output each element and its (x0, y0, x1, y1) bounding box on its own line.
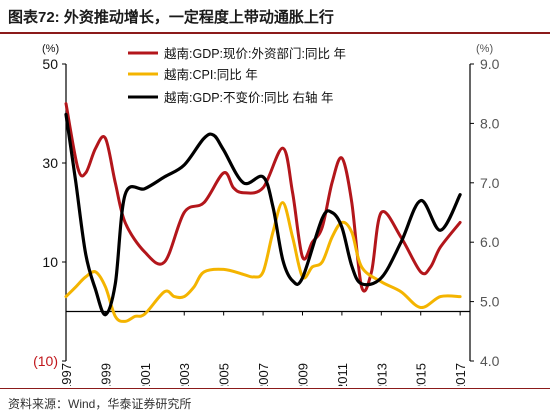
right-axis-tick-label: 9.0 (480, 56, 500, 72)
x-axis-tick-label: 2011 (335, 363, 350, 386)
series-line-real-gdp (64, 112, 462, 317)
left-axis-unit: (%) (42, 43, 59, 55)
x-axis-tick-label: 2017 (453, 363, 468, 386)
x-axis: 1997 1999 2001 2003 2005 2007 2009 2011 2013 2015… (59, 311, 468, 386)
right-axis-tick-label: 8.0 (480, 115, 500, 131)
x-axis-tick-label: 1997 (59, 363, 74, 386)
x-axis-tick-label: 1999 (98, 363, 113, 386)
series-layer (64, 102, 462, 323)
x-axis-tick-label: 2015 (414, 363, 429, 386)
left-axis-tick-label: (10) (33, 353, 58, 369)
x-axis-tick-label: 2007 (256, 363, 271, 386)
right-axis-tick-label: 4.0 (480, 353, 500, 369)
x-axis-tick-label: 2001 (138, 363, 153, 386)
x-axis-tick-label: 2003 (177, 363, 192, 386)
x-axis-tick-label: 2009 (295, 363, 310, 386)
plot-area (65, 64, 471, 361)
left-axis: (%)50 30 10 (10) (33, 43, 66, 369)
right-axis: (%)9.0 8.0 7.0 6.0 5.0 4.0 (470, 43, 500, 369)
right-axis-tick-label: 6.0 (480, 234, 500, 250)
series-line-cpi (64, 201, 462, 323)
source-rule (0, 388, 550, 389)
right-axis-tick-label: 5.0 (480, 294, 500, 310)
left-axis-tick-label: 10 (42, 254, 58, 270)
legend-label-fdi-gdp: 越南:GDP:现价:外资部门:同比 年 (164, 46, 346, 61)
legend: 越南:GDP:现价:外资部门:同比 年越南:CPI:同比 年越南:GDP:不变价… (128, 46, 346, 105)
legend-label-cpi: 越南:CPI:同比 年 (164, 67, 258, 82)
left-axis-tick-label: 50 (42, 56, 58, 72)
source-note: 资料来源：Wind，华泰证券研究所 (8, 397, 192, 411)
series-line-fdi-gdp (64, 102, 462, 293)
right-axis-unit: (%) (476, 43, 493, 55)
figure-title: 图表72: 外资推动增长，一定程度上带动通胀上行 (8, 9, 334, 26)
x-axis-tick-label: 2013 (374, 363, 389, 386)
title-rule (0, 32, 550, 34)
right-axis-tick-label: 7.0 (480, 175, 500, 191)
legend-label-real-gdp: 越南:GDP:不变价:同比 右轴 年 (164, 90, 333, 105)
left-axis-tick-label: 30 (42, 155, 58, 171)
x-axis-tick-label: 2005 (217, 363, 232, 386)
